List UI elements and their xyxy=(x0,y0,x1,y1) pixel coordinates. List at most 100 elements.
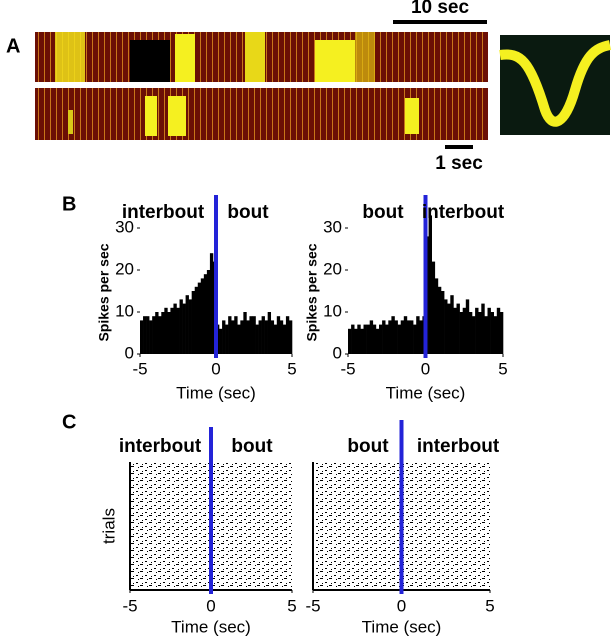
bar xyxy=(459,312,463,354)
waveform xyxy=(499,35,612,135)
bar xyxy=(155,312,159,354)
bar xyxy=(246,320,250,354)
bar xyxy=(173,303,177,354)
bar xyxy=(478,312,482,354)
x-axis-label: Time (sec) xyxy=(362,617,442,636)
bar xyxy=(143,316,147,354)
bar xyxy=(225,324,229,354)
bar xyxy=(468,312,473,354)
recording-trace xyxy=(35,32,488,140)
x-tick-label: 5 xyxy=(485,596,494,615)
bar xyxy=(357,324,361,354)
bar xyxy=(431,261,436,354)
bar xyxy=(385,324,389,354)
annotation: bout xyxy=(362,202,404,223)
bar xyxy=(397,324,401,354)
bar xyxy=(406,320,411,354)
x-tick-label: 0 xyxy=(421,359,430,378)
y-axis-label: trials xyxy=(99,508,118,544)
bar xyxy=(363,324,367,354)
x-tick-label: -5 xyxy=(340,359,355,378)
bar xyxy=(410,320,414,354)
bar xyxy=(375,328,380,354)
bar xyxy=(388,320,392,354)
bar xyxy=(170,307,174,354)
x-axis-label: Time (sec) xyxy=(171,617,251,636)
panel-label: A xyxy=(6,35,20,57)
bar xyxy=(158,316,162,354)
bar xyxy=(252,316,256,354)
bar xyxy=(149,320,153,354)
bar xyxy=(197,282,202,354)
bar xyxy=(258,320,262,354)
x-tick-label: 5 xyxy=(498,359,507,378)
bar xyxy=(419,320,423,354)
bar xyxy=(437,286,442,354)
bar xyxy=(279,320,284,354)
scale-label: 1 sec xyxy=(435,153,483,174)
bar xyxy=(372,324,377,354)
bar xyxy=(487,307,491,354)
bar xyxy=(146,316,150,354)
bar xyxy=(403,316,408,354)
bar xyxy=(456,303,460,354)
bar xyxy=(243,312,247,354)
x-tick-label: 5 xyxy=(287,596,296,615)
y-axis-label: Spikes per sec xyxy=(304,243,320,341)
bar xyxy=(360,328,364,354)
bar xyxy=(379,324,383,354)
y-axis-label: Spikes per sec xyxy=(96,243,112,341)
bar xyxy=(267,312,272,354)
annotation: interbout xyxy=(122,202,205,223)
bar xyxy=(447,303,451,354)
y-tick-label: 0 xyxy=(333,343,342,362)
bar xyxy=(472,316,476,354)
bar xyxy=(441,291,445,354)
bar xyxy=(249,316,253,354)
scale-label: 10 sec xyxy=(411,0,470,18)
bar xyxy=(288,320,293,354)
bar xyxy=(282,324,287,354)
bar xyxy=(209,253,214,354)
annotation: interbout xyxy=(417,436,500,457)
bar xyxy=(222,320,226,354)
x-tick-label: 0 xyxy=(206,596,215,615)
bar xyxy=(444,299,448,354)
annotation: bout xyxy=(347,436,389,457)
bar xyxy=(413,324,417,354)
bar xyxy=(219,328,223,354)
bar xyxy=(191,291,196,354)
bar xyxy=(264,320,268,354)
bar xyxy=(453,307,457,354)
annotation: bout xyxy=(231,436,273,457)
bar xyxy=(240,320,244,354)
bar xyxy=(462,307,467,354)
bar xyxy=(161,312,165,354)
bar xyxy=(369,320,374,354)
y-tick-label: 20 xyxy=(115,259,134,278)
bar xyxy=(228,316,232,354)
bar xyxy=(276,316,281,354)
x-axis-label: Time (sec) xyxy=(176,383,256,402)
bar xyxy=(428,215,432,354)
bar xyxy=(188,299,192,354)
bar xyxy=(203,274,208,354)
y-tick-label: 20 xyxy=(323,259,342,278)
bar xyxy=(496,307,501,354)
bar xyxy=(484,316,488,354)
bar xyxy=(185,295,189,354)
bar xyxy=(182,303,186,354)
bar xyxy=(261,316,265,354)
bar xyxy=(366,324,370,354)
panel-label: B xyxy=(62,193,76,215)
bar xyxy=(382,320,386,354)
y-tick-label: 10 xyxy=(323,301,342,320)
annotation: interbout xyxy=(422,202,505,223)
x-axis-label: Time (sec) xyxy=(386,383,466,402)
bar xyxy=(200,278,205,354)
bar xyxy=(167,312,171,354)
bar xyxy=(273,324,278,354)
bar xyxy=(270,320,275,354)
bar xyxy=(351,324,355,354)
